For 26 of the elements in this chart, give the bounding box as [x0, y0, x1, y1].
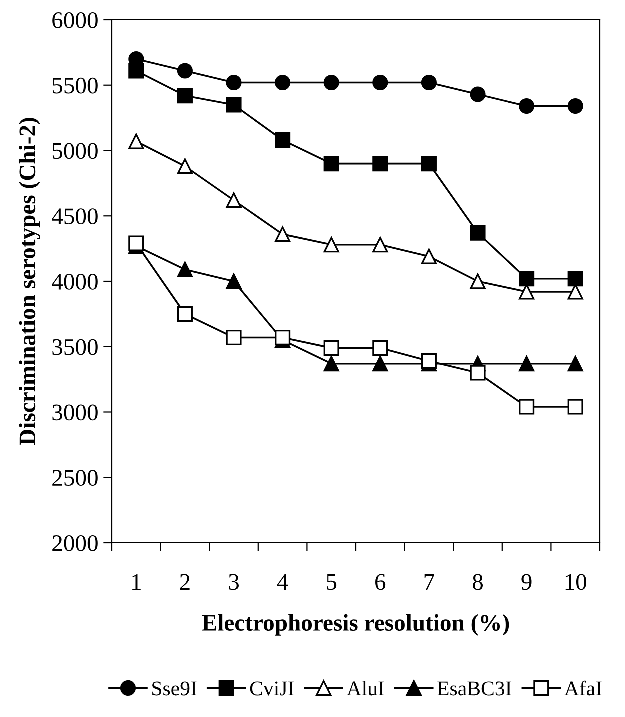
y-tick-label: 5000: [52, 143, 98, 160]
legend-label: AluI: [346, 681, 384, 696]
x-tick-label: 2: [180, 574, 190, 590]
y-tick-label: 2500: [52, 470, 98, 486]
x-tick-label: 3: [229, 574, 239, 590]
x-tick-label: 4: [277, 574, 288, 590]
y-tick-label: 4500: [52, 208, 98, 225]
legend-label: CviJI: [250, 682, 294, 696]
x-tick-label: 8: [472, 574, 484, 590]
x-axis-title: Electrophoresis resolution (%): [202, 614, 510, 636]
y-axis-title: Discrimination serotypes (Chi-2): [18, 118, 40, 446]
y-tick-label: 4000: [52, 274, 98, 290]
x-tick-label: 7: [424, 574, 434, 590]
y-tick-label: 3500: [52, 339, 98, 356]
x-tick-label: 9: [522, 574, 532, 590]
legend-label: AfaI: [564, 680, 602, 696]
y-tick-label: 5500: [52, 78, 98, 94]
y-tick-label: 3000: [52, 404, 98, 421]
y-tick-label: 6000: [52, 12, 98, 28]
legend-label: EsaBC3I: [438, 682, 512, 696]
x-tick-label: 5: [327, 574, 337, 590]
x-tick-label: 1: [132, 574, 141, 590]
legend-label: Sse9I: [152, 682, 197, 696]
x-tick-label: 6: [376, 574, 386, 590]
y-tick-label: 2000: [52, 535, 98, 552]
x-tick-label: 10: [566, 574, 587, 590]
